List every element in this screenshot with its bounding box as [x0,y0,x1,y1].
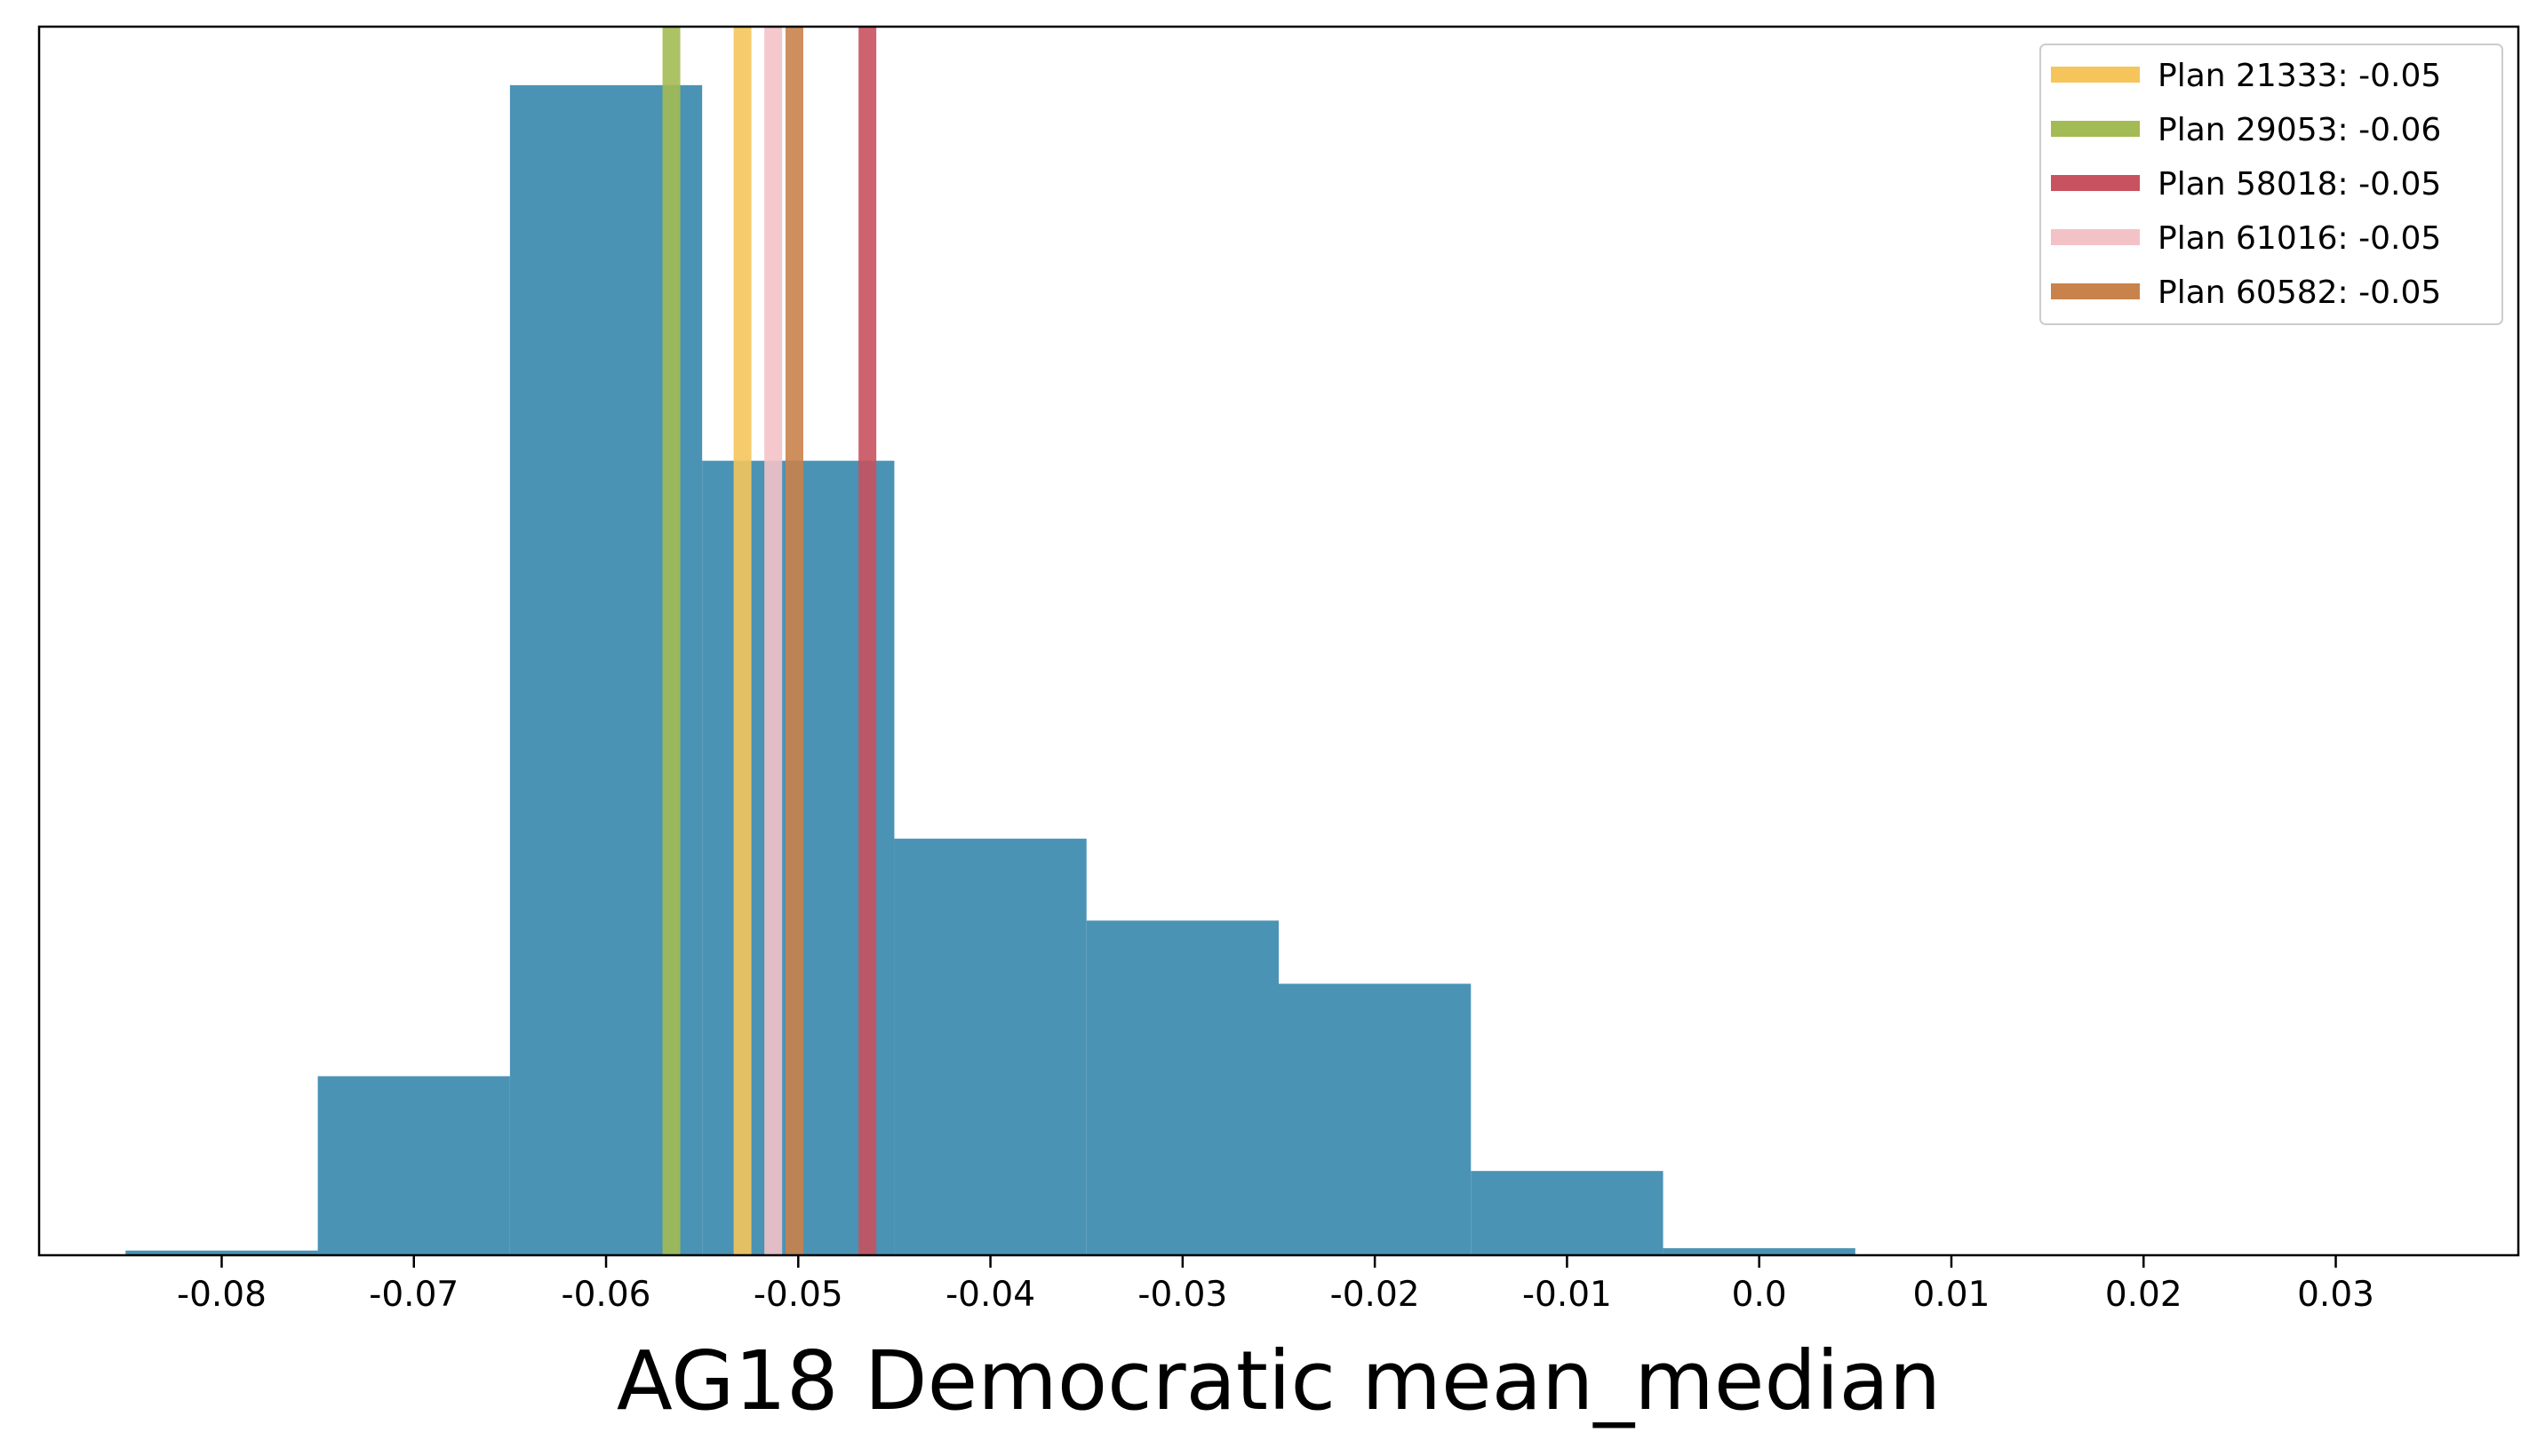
x-tick-label: -0.06 [562,1275,651,1315]
histogram-bar [1086,920,1279,1255]
histogram-bar [1663,1248,1855,1255]
x-tick-label: -0.01 [1522,1275,1612,1315]
x-tick-label: -0.03 [1137,1275,1227,1315]
histogram-bar [894,839,1087,1255]
plot-frame [37,25,2520,1257]
legend: Plan 21333: -0.05 Plan 29053: -0.06 Plan 5… [2039,44,2503,325]
legend-entry: Plan 58018: -0.05 [2158,166,2441,203]
histogram-bar [1279,983,1472,1255]
legend-entry: Plan 60582: -0.05 [2158,274,2441,311]
histogram-bar [1471,1171,1663,1255]
legend-entry: Plan 29053: -0.06 [2158,112,2441,148]
x-tick-label: -0.05 [754,1275,843,1315]
x-tick-label: -0.04 [945,1275,1035,1315]
plan-lines [662,27,877,1255]
histogram-bar [125,1250,318,1255]
histogram-bar [317,1076,510,1255]
x-tick-label: 0.0 [1732,1275,1787,1315]
x-tick-label: -0.02 [1330,1275,1420,1315]
x-tick-label: 0.01 [1913,1275,1991,1315]
legend-box [2039,44,2503,325]
x-tick-label: -0.08 [177,1275,267,1315]
legend-entry: Plan 21333: -0.05 [2158,58,2441,94]
legend-entry: Plan 61016: -0.05 [2158,220,2441,257]
x-axis-label: AG18 Democratic mean_median [617,1333,1941,1428]
x-tick-label: -0.07 [369,1275,459,1315]
x-tick-label: 0.02 [2105,1275,2182,1315]
x-tick-label: 0.03 [2297,1275,2374,1315]
x-axis-ticks: -0.08 -0.07 -0.06 -0.05 -0.04 -0.03 -0.02 -0.01… [177,1255,2374,1315]
